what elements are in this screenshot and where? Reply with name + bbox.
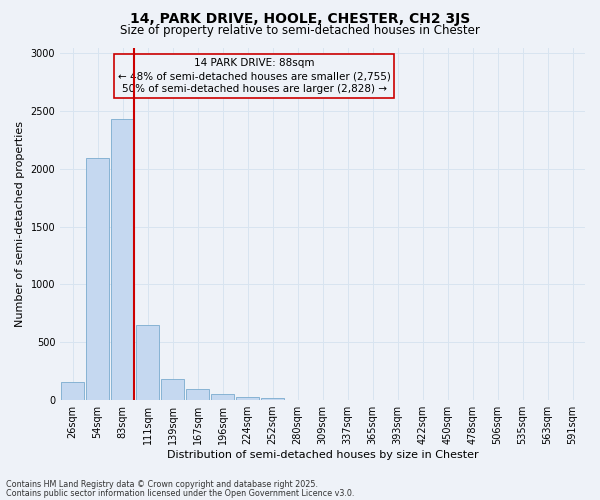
Bar [262, 398, 284, 400]
Y-axis label: Number of semi-detached properties: Number of semi-detached properties [15, 121, 25, 327]
Bar [136, 325, 159, 400]
Text: Size of property relative to semi-detached houses in Chester: Size of property relative to semi-detach… [120, 24, 480, 37]
Bar [86, 158, 109, 400]
Text: 14 PARK DRIVE: 88sqm
← 48% of semi-detached houses are smaller (2,755)
50% of se: 14 PARK DRIVE: 88sqm ← 48% of semi-detac… [118, 58, 391, 94]
Bar [61, 382, 84, 400]
Bar [187, 389, 209, 400]
Text: Contains public sector information licensed under the Open Government Licence v3: Contains public sector information licen… [6, 489, 355, 498]
Bar [161, 378, 184, 400]
Text: 14, PARK DRIVE, HOOLE, CHESTER, CH2 3JS: 14, PARK DRIVE, HOOLE, CHESTER, CH2 3JS [130, 12, 470, 26]
Bar [211, 394, 234, 400]
Bar [112, 119, 134, 400]
X-axis label: Distribution of semi-detached houses by size in Chester: Distribution of semi-detached houses by … [167, 450, 478, 460]
Bar [236, 396, 259, 400]
Text: Contains HM Land Registry data © Crown copyright and database right 2025.: Contains HM Land Registry data © Crown c… [6, 480, 318, 489]
